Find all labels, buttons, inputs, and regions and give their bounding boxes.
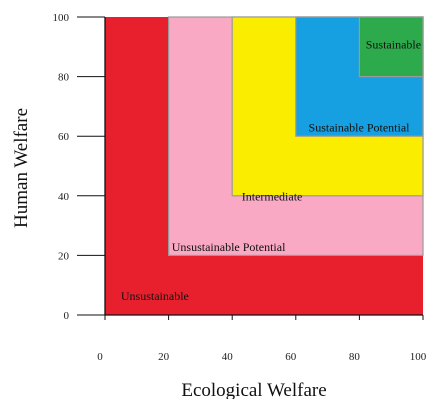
y-tick-label: 20 bbox=[58, 250, 70, 262]
x-tick-label: 40 bbox=[222, 351, 234, 363]
zone-rects bbox=[105, 16, 424, 315]
y-tick-label: 100 bbox=[53, 12, 70, 24]
x-tick-label: 100 bbox=[410, 351, 427, 363]
axes bbox=[104, 17, 423, 316]
zone-sustainable bbox=[358, 16, 424, 78]
zone-label-sustainable-potential: Sustainable Potential bbox=[309, 121, 411, 135]
y-tick-label: 0 bbox=[64, 310, 70, 322]
x-axis-title: Ecological Welfare bbox=[181, 380, 326, 399]
zone-label-sustainable: Sustainable bbox=[366, 37, 421, 51]
zone-label-unsustainable-potential: Unsustainable Potential bbox=[172, 240, 286, 254]
ticks: 0 20 40 60 80 100 0 20 40 60 80 100 bbox=[53, 12, 427, 363]
x-tick-label: 60 bbox=[285, 351, 297, 363]
y-tick-label: 40 bbox=[58, 191, 70, 203]
zone-label-intermediate: Intermediate bbox=[242, 189, 303, 203]
x-tick-label: 20 bbox=[158, 351, 170, 363]
y-axis-title: Human Welfare bbox=[11, 108, 32, 228]
y-tick-label: 80 bbox=[58, 72, 70, 84]
x-tick-label: 0 bbox=[97, 351, 103, 363]
x-tick-label: 80 bbox=[349, 351, 361, 363]
zone-labels: Unsustainable Unsustainable Potential Inte… bbox=[121, 37, 421, 303]
zone-label-unsustainable: Unsustainable bbox=[121, 289, 189, 303]
y-tick-label: 60 bbox=[58, 131, 70, 143]
